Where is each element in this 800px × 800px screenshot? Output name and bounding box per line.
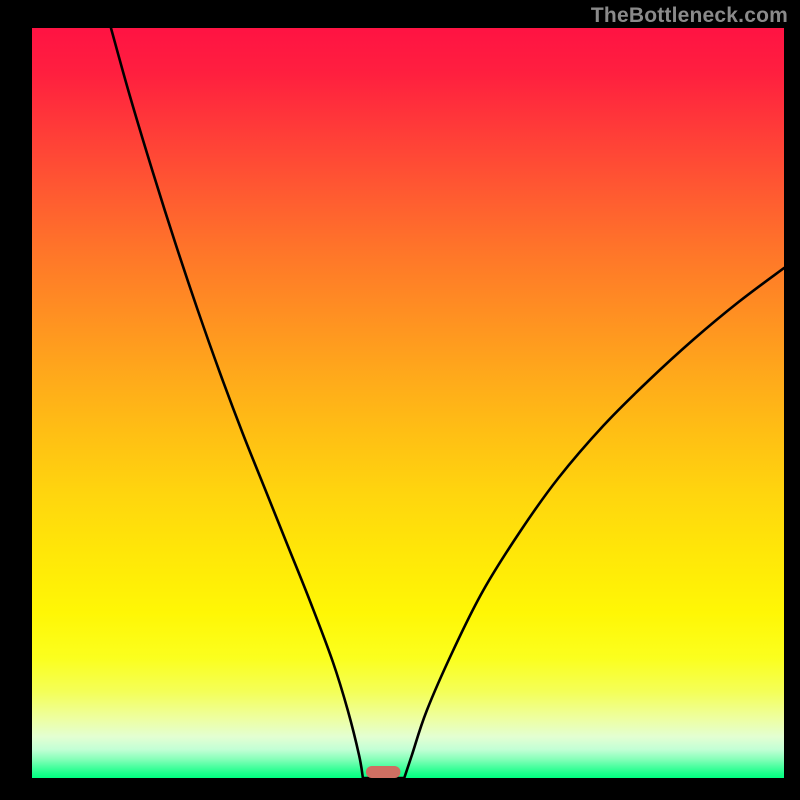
watermark-text: TheBottleneck.com [591,4,788,28]
optimal-point-marker [366,766,401,778]
plot-area [32,28,784,778]
chart-frame: TheBottleneck.com [0,0,800,800]
gradient-background [32,28,784,778]
